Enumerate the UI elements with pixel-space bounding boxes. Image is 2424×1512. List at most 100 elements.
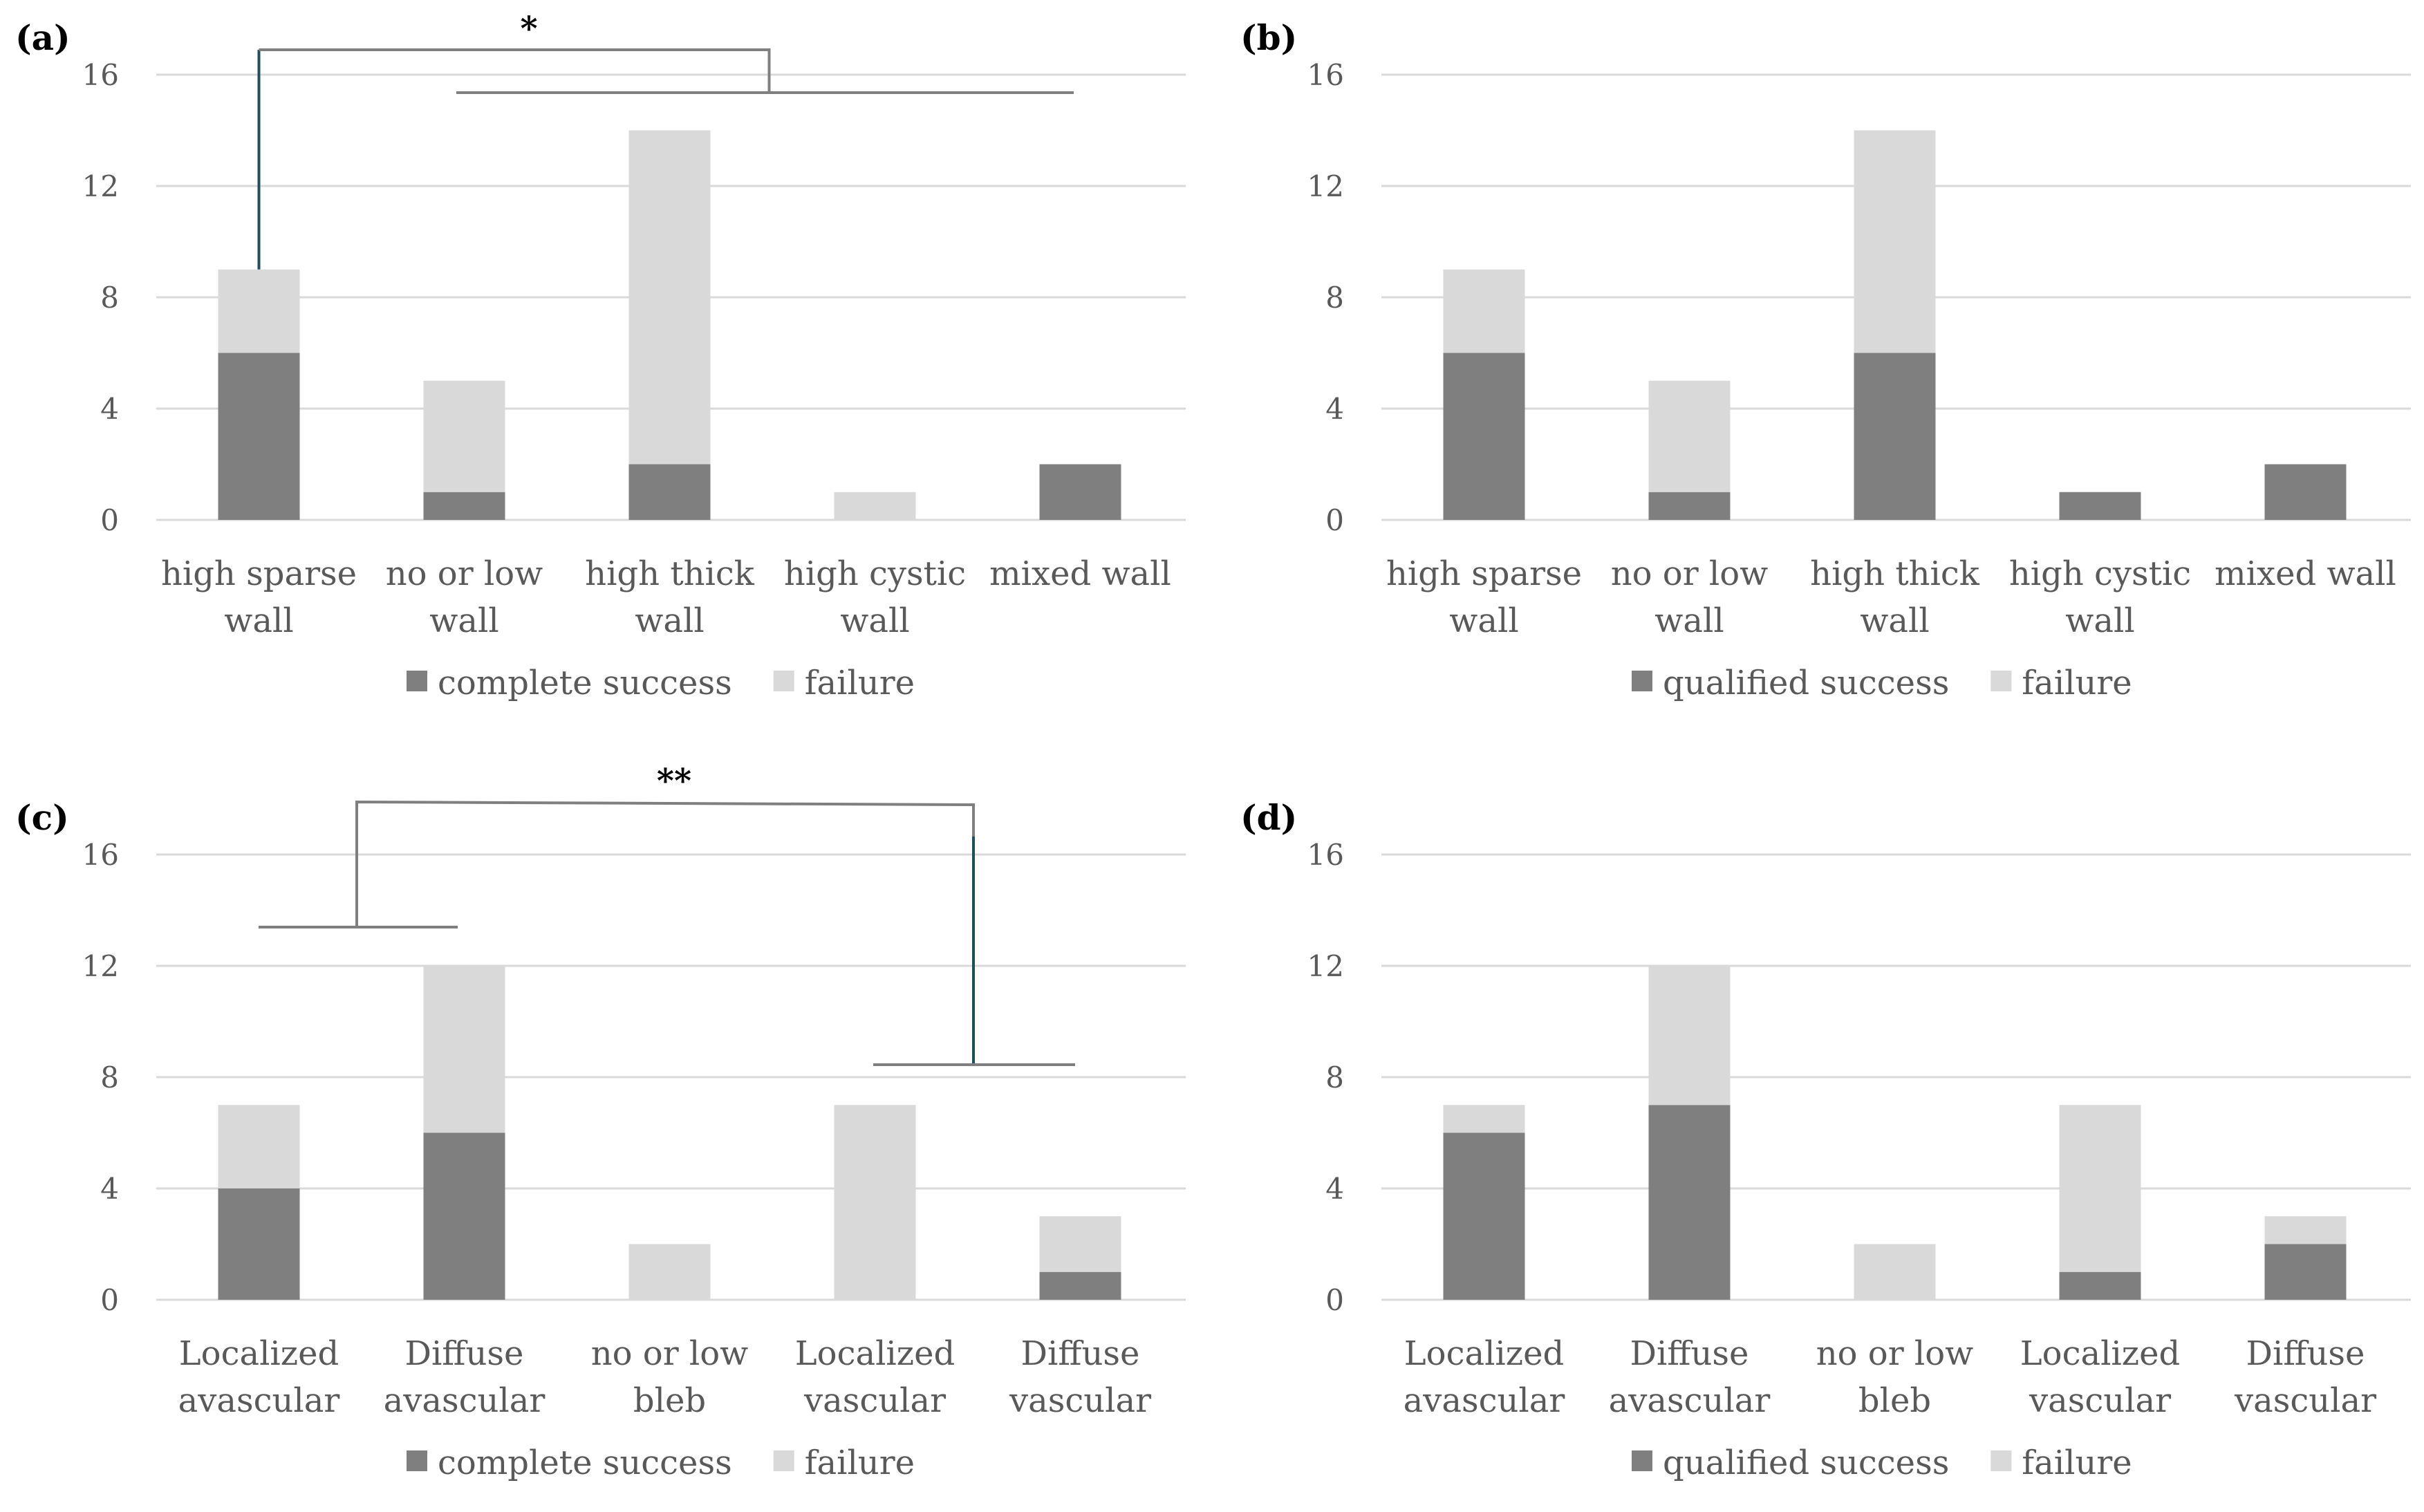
bar-failure bbox=[1443, 269, 1525, 353]
legend-swatch bbox=[773, 671, 794, 691]
x-tick-label: avascular bbox=[1609, 1381, 1771, 1420]
x-tick-label: wall bbox=[224, 601, 293, 640]
bar-success bbox=[218, 353, 300, 520]
x-tick-label: vascular bbox=[803, 1381, 946, 1420]
y-tick-label: 12 bbox=[1307, 949, 1344, 983]
y-tick-label: 8 bbox=[1325, 281, 1344, 315]
x-tick-label: vascular bbox=[2029, 1381, 2171, 1420]
legend-label: failure bbox=[805, 1444, 915, 1482]
bar-failure bbox=[628, 1244, 711, 1300]
bar-success bbox=[1039, 1271, 1121, 1300]
y-tick-label: 16 bbox=[1307, 58, 1344, 92]
x-tick-label: vascular bbox=[2234, 1381, 2376, 1420]
legend-label: failure bbox=[2022, 664, 2132, 702]
panel-label: (c) bbox=[15, 797, 69, 838]
panel-label: (d) bbox=[1240, 797, 1297, 838]
y-tick-label: 12 bbox=[1307, 169, 1344, 203]
bar-failure bbox=[1854, 130, 1936, 353]
bar-failure bbox=[218, 1105, 300, 1188]
legend-label: qualified success bbox=[1663, 1444, 1949, 1482]
x-tick-label: high cystic bbox=[784, 554, 966, 593]
bar-failure bbox=[423, 966, 505, 1133]
bar-failure bbox=[1648, 380, 1731, 492]
x-tick-label: mixed wall bbox=[989, 554, 1171, 593]
bar-success bbox=[2059, 492, 2141, 520]
legend-swatch bbox=[1632, 1450, 1652, 1471]
x-tick-label: Localized bbox=[2020, 1334, 2180, 1373]
x-tick-label: vascular bbox=[1009, 1381, 1151, 1420]
bar-success bbox=[423, 492, 505, 520]
y-tick-label: 4 bbox=[100, 1172, 119, 1206]
x-tick-label: Diffuse bbox=[1630, 1334, 1749, 1373]
bar-success bbox=[1854, 353, 1936, 520]
y-tick-label: 16 bbox=[82, 838, 119, 872]
bar-success bbox=[2264, 464, 2347, 520]
bar-success bbox=[1039, 464, 1121, 520]
x-tick-label: no or low bbox=[1611, 554, 1769, 593]
x-tick-label: wall bbox=[635, 601, 704, 640]
x-tick-label: avascular bbox=[1404, 1381, 1565, 1420]
x-tick-label: mixed wall bbox=[2215, 554, 2396, 593]
bar-failure bbox=[834, 492, 916, 520]
legend-swatch bbox=[773, 1450, 794, 1471]
bar-success bbox=[1648, 1105, 1731, 1300]
y-tick-label: 4 bbox=[1325, 392, 1344, 426]
x-tick-label: high thick bbox=[1810, 554, 1980, 593]
x-tick-label: no or low bbox=[386, 554, 543, 593]
y-tick-label: 12 bbox=[82, 949, 119, 983]
x-tick-label: bleb bbox=[633, 1381, 706, 1420]
x-tick-label: Localized bbox=[795, 1334, 955, 1373]
y-tick-label: 4 bbox=[1325, 1172, 1344, 1206]
bar-success bbox=[218, 1188, 300, 1300]
bar-success bbox=[423, 1132, 505, 1300]
x-tick-label: high sparse bbox=[1386, 554, 1582, 593]
bar-failure bbox=[2059, 1105, 2141, 1272]
y-tick-label: 16 bbox=[82, 58, 119, 92]
x-tick-label: high sparse bbox=[161, 554, 357, 593]
y-tick-label: 16 bbox=[1307, 838, 1344, 872]
legend-swatch bbox=[1632, 671, 1652, 691]
bar-success bbox=[2059, 1271, 2141, 1300]
x-tick-label: Localized bbox=[1404, 1334, 1564, 1373]
y-tick-label: 4 bbox=[100, 392, 119, 426]
x-tick-label: no or low bbox=[1816, 1334, 1974, 1373]
bar-success bbox=[1648, 492, 1731, 520]
x-tick-label: wall bbox=[2065, 601, 2134, 640]
x-tick-label: wall bbox=[429, 601, 498, 640]
bar-failure bbox=[2264, 1216, 2347, 1244]
y-tick-label: 8 bbox=[1325, 1061, 1344, 1094]
x-tick-label: avascular bbox=[178, 1381, 340, 1420]
significance-label: ** bbox=[657, 762, 691, 801]
legend-label: qualified success bbox=[1663, 664, 1949, 702]
x-tick-label: avascular bbox=[384, 1381, 546, 1420]
panel-label: (b) bbox=[1240, 17, 1297, 58]
x-tick-label: Diffuse bbox=[2246, 1334, 2365, 1373]
chart-panel-0: (a) 0 4 8 12 16 high sparse wall no or low wall hi… bbox=[15, 10, 1186, 702]
y-tick-label: 0 bbox=[1325, 1283, 1344, 1317]
y-tick-label: 8 bbox=[100, 1061, 119, 1094]
bar-failure bbox=[1039, 1216, 1121, 1272]
bar-failure bbox=[1648, 966, 1731, 1105]
significance-label: * bbox=[520, 10, 537, 48]
chart-panel-2: (c) 0 4 8 12 16 Localized avascular Diffuse avasc… bbox=[15, 762, 1186, 1482]
x-tick-label: Diffuse bbox=[405, 1334, 524, 1373]
bar-success bbox=[1443, 353, 1525, 520]
x-tick-label: Localized bbox=[179, 1334, 339, 1373]
y-tick-label: 0 bbox=[100, 503, 119, 537]
bar-success bbox=[2264, 1244, 2347, 1300]
chart-panel-3: (d) 0 4 8 12 16 Localized avascular Diffuse avasc… bbox=[1240, 797, 2411, 1482]
bar-failure bbox=[834, 1105, 916, 1300]
legend-swatch bbox=[1991, 1450, 2012, 1471]
legend-swatch bbox=[407, 671, 427, 691]
x-tick-label: wall bbox=[1860, 601, 1929, 640]
bar-failure bbox=[628, 130, 711, 465]
panel-label: (a) bbox=[15, 17, 71, 58]
bar-failure bbox=[423, 380, 505, 492]
x-tick-label: bleb bbox=[1858, 1381, 1931, 1420]
x-tick-label: high cystic bbox=[2009, 554, 2191, 593]
y-tick-label: 0 bbox=[1325, 503, 1344, 537]
x-tick-label: high thick bbox=[585, 554, 755, 593]
y-tick-label: 0 bbox=[100, 1283, 119, 1317]
x-tick-label: wall bbox=[1654, 601, 1724, 640]
